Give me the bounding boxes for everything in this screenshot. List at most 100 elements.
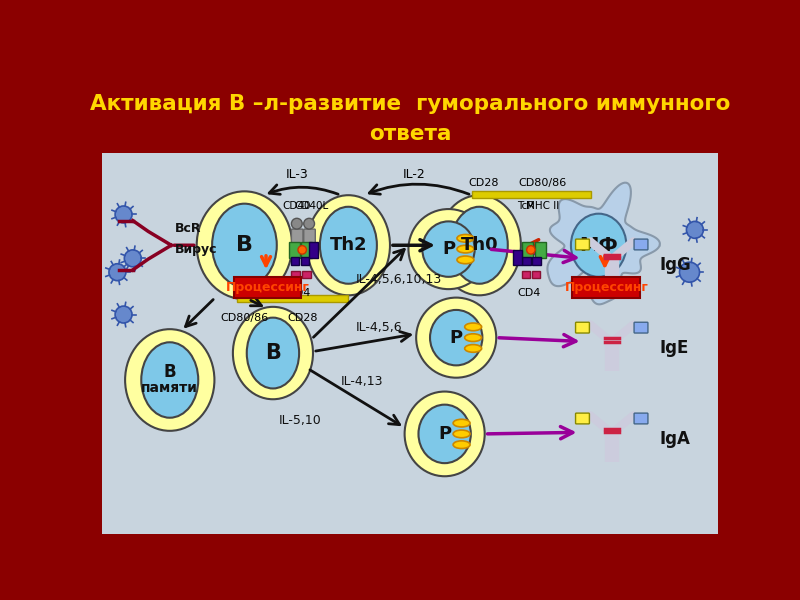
FancyBboxPatch shape: [575, 239, 590, 250]
Text: памяти: памяти: [142, 380, 198, 395]
Ellipse shape: [307, 195, 390, 295]
FancyBboxPatch shape: [302, 271, 310, 278]
FancyBboxPatch shape: [290, 257, 299, 265]
Text: MHC II: MHC II: [526, 200, 559, 211]
Circle shape: [526, 245, 535, 254]
Text: P: P: [442, 240, 455, 258]
Text: CD80/86: CD80/86: [220, 313, 269, 323]
Ellipse shape: [465, 323, 482, 331]
Ellipse shape: [422, 221, 474, 277]
FancyBboxPatch shape: [534, 242, 546, 257]
Text: IL-4,5,6: IL-4,5,6: [356, 321, 402, 334]
Text: B: B: [236, 235, 253, 255]
Ellipse shape: [416, 298, 496, 377]
Circle shape: [304, 218, 314, 229]
Ellipse shape: [465, 334, 482, 341]
FancyBboxPatch shape: [234, 277, 302, 298]
Ellipse shape: [409, 209, 489, 289]
Polygon shape: [547, 182, 660, 304]
Ellipse shape: [438, 195, 521, 295]
Text: IL-4,13: IL-4,13: [341, 375, 383, 388]
FancyBboxPatch shape: [573, 277, 640, 298]
Ellipse shape: [453, 441, 470, 449]
Circle shape: [686, 221, 703, 238]
Text: CD28: CD28: [468, 178, 498, 188]
FancyBboxPatch shape: [237, 295, 349, 302]
Text: IL-4,5,6,10,13: IL-4,5,6,10,13: [356, 274, 442, 286]
FancyBboxPatch shape: [291, 229, 303, 244]
Ellipse shape: [457, 256, 474, 264]
Text: Процессинг: Процессинг: [565, 281, 648, 294]
Text: IL-5,10: IL-5,10: [279, 413, 322, 427]
FancyBboxPatch shape: [289, 242, 300, 257]
Ellipse shape: [457, 245, 474, 253]
Ellipse shape: [453, 419, 470, 427]
Text: IgG: IgG: [659, 256, 691, 274]
Ellipse shape: [457, 235, 474, 242]
Text: IL-2: IL-2: [402, 169, 426, 181]
Text: Процессинг: Процессинг: [226, 281, 310, 294]
Text: ответа: ответа: [369, 124, 451, 143]
Ellipse shape: [453, 430, 470, 438]
FancyBboxPatch shape: [634, 413, 648, 424]
Text: CD4: CD4: [517, 287, 540, 298]
Ellipse shape: [430, 310, 482, 365]
Ellipse shape: [197, 191, 292, 299]
Ellipse shape: [233, 307, 313, 399]
Text: TcR: TcR: [517, 200, 534, 211]
Text: CD4: CD4: [287, 287, 311, 298]
Ellipse shape: [142, 342, 198, 418]
FancyBboxPatch shape: [309, 242, 318, 257]
FancyBboxPatch shape: [102, 153, 718, 534]
Text: CD80/86: CD80/86: [518, 178, 566, 188]
FancyBboxPatch shape: [575, 413, 590, 424]
FancyBboxPatch shape: [522, 242, 534, 257]
FancyBboxPatch shape: [513, 250, 522, 265]
FancyBboxPatch shape: [472, 191, 591, 197]
FancyBboxPatch shape: [634, 239, 648, 250]
Circle shape: [115, 306, 132, 323]
Text: IL-3: IL-3: [286, 169, 308, 181]
Ellipse shape: [465, 344, 482, 352]
Text: В: В: [163, 363, 176, 382]
FancyBboxPatch shape: [575, 322, 590, 333]
Ellipse shape: [125, 329, 214, 431]
Circle shape: [291, 218, 302, 229]
Ellipse shape: [405, 392, 485, 476]
Text: CD40: CD40: [282, 200, 311, 211]
Text: МФ: МФ: [579, 236, 618, 255]
Ellipse shape: [451, 207, 508, 284]
FancyBboxPatch shape: [522, 257, 531, 265]
Text: IgA: IgA: [659, 430, 690, 448]
FancyBboxPatch shape: [291, 271, 300, 278]
Text: IgE: IgE: [659, 338, 689, 356]
FancyBboxPatch shape: [301, 257, 309, 265]
Ellipse shape: [418, 404, 471, 463]
FancyBboxPatch shape: [634, 322, 648, 333]
Circle shape: [679, 262, 699, 282]
Text: CD40L: CD40L: [294, 200, 329, 211]
Circle shape: [109, 264, 126, 281]
FancyBboxPatch shape: [304, 229, 315, 244]
Circle shape: [124, 250, 142, 267]
FancyBboxPatch shape: [522, 271, 530, 278]
FancyBboxPatch shape: [302, 242, 312, 257]
Text: B: B: [265, 343, 281, 363]
Text: Th2: Th2: [330, 236, 367, 254]
Ellipse shape: [571, 214, 626, 277]
Text: P: P: [438, 425, 451, 443]
FancyBboxPatch shape: [533, 257, 541, 265]
Text: Активация В –л-развитие  гуморального иммунного: Активация В –л-развитие гуморального имм…: [90, 94, 730, 115]
Text: Вирус: Вирус: [175, 242, 218, 256]
Ellipse shape: [212, 203, 277, 287]
Ellipse shape: [246, 317, 299, 388]
Ellipse shape: [320, 207, 377, 284]
Text: BcR: BcR: [175, 222, 202, 235]
Text: P: P: [450, 329, 462, 347]
Text: CD28: CD28: [287, 313, 318, 323]
Circle shape: [298, 245, 306, 254]
Circle shape: [115, 206, 132, 223]
FancyBboxPatch shape: [532, 271, 540, 278]
FancyBboxPatch shape: [102, 72, 718, 153]
Text: Th0: Th0: [461, 236, 498, 254]
